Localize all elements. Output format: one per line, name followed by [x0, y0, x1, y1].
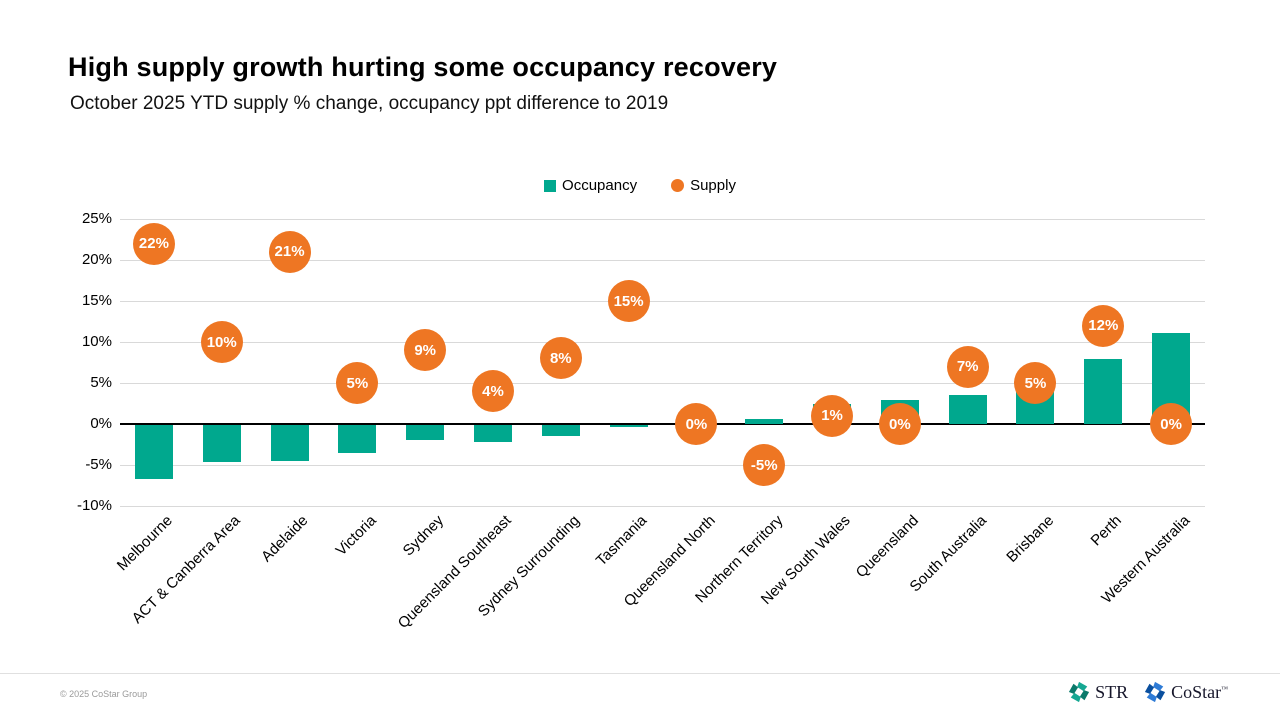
copyright-text: © 2025 CoStar Group	[60, 689, 148, 699]
occupancy-bar	[473, 425, 512, 443]
footer-divider	[0, 673, 1280, 674]
gridline	[120, 383, 1205, 384]
gridline	[120, 301, 1205, 302]
supply-bubble: 5%	[336, 362, 379, 404]
supply-bubble: 8%	[539, 337, 582, 380]
x-axis-category-label: Queensland	[852, 512, 922, 582]
y-axis-tick-label: 0%	[90, 415, 112, 432]
y-axis-tick-label: 5%	[90, 374, 112, 391]
x-axis-category-label: Brisbane	[1003, 512, 1058, 566]
gridline	[120, 219, 1205, 220]
x-axis-category-label: Perth	[1087, 512, 1126, 550]
occupancy-bar	[609, 425, 648, 428]
y-axis-tick-label: -5%	[85, 456, 112, 473]
zero-axis-line	[120, 423, 1205, 425]
gridline	[120, 506, 1205, 507]
y-axis-tick-label: 10%	[81, 333, 112, 350]
occupancy-bar	[134, 425, 173, 480]
occupancy-bar	[1084, 359, 1123, 424]
supply-bubble: 0%	[878, 403, 921, 445]
supply-bubble: 0%	[675, 403, 718, 445]
supply-bubble: -5%	[743, 444, 786, 486]
supply-bubble: 7%	[946, 345, 989, 388]
gridline	[120, 260, 1205, 261]
x-axis-category-label: Victoria	[332, 512, 380, 560]
occupancy-bar	[406, 425, 445, 440]
occupancy-bar	[338, 425, 377, 453]
str-logo: STR	[1068, 681, 1128, 703]
supply-bubble: 15%	[607, 280, 650, 322]
supply-bubble: 0%	[1150, 403, 1193, 445]
occupancy-bar	[745, 419, 784, 424]
costar-pinwheel-icon	[1145, 681, 1166, 703]
gridline	[120, 465, 1205, 466]
gridline	[120, 342, 1205, 343]
supply-bubble: 10%	[200, 321, 243, 363]
x-axis-category-label: Queensland Southeast	[395, 512, 515, 632]
str-logo-label: STR	[1095, 681, 1129, 702]
page-subtitle: October 2025 YTD supply % change, occupa…	[70, 93, 669, 114]
supply-bubble: 22%	[132, 222, 175, 265]
supply-bubble: 1%	[811, 394, 854, 437]
legend-entry-supply: Supply	[671, 177, 736, 194]
y-axis-tick-label: 15%	[81, 292, 112, 309]
legend-label-supply: Supply	[690, 177, 736, 194]
costar-logo: CoStar™	[1144, 681, 1228, 703]
supply-bubble: 12%	[1082, 304, 1125, 347]
x-axis-category-label: Melbourne	[113, 512, 176, 575]
y-axis-tick-label: 25%	[81, 210, 112, 227]
supply-bubble: 4%	[471, 370, 514, 413]
x-axis-category-label: Sydney	[399, 512, 448, 560]
y-axis-tick-label: -10%	[76, 497, 112, 514]
occupancy-swatch-icon	[544, 179, 557, 192]
supply-bubble: 21%	[268, 230, 311, 273]
x-axis-category-label: Tasmania	[593, 512, 651, 570]
chart-legend: Occupancy Supply	[0, 177, 1280, 194]
supply-bubble: 5%	[1014, 362, 1057, 404]
supply-swatch-icon	[671, 179, 685, 192]
occupancy-bar	[948, 395, 987, 424]
occupancy-bar	[270, 425, 309, 462]
y-axis-tick-label: 20%	[81, 251, 112, 268]
supply-bubble: 9%	[404, 329, 447, 372]
legend-label-occupancy: Occupancy	[562, 177, 638, 194]
str-pinwheel-icon	[1069, 681, 1090, 703]
page-title: High supply growth hurting some occupanc…	[68, 52, 778, 82]
occupancy-bar	[202, 425, 241, 462]
occupancy-bar	[541, 425, 580, 436]
x-axis-category-label: Adelaide	[258, 512, 312, 566]
footer-logos: STR CoStar™	[1068, 681, 1228, 703]
trademark-symbol: ™	[1221, 684, 1228, 693]
legend-entry-occupancy: Occupancy	[544, 177, 637, 194]
costar-logo-label: CoStar™	[1171, 681, 1228, 702]
